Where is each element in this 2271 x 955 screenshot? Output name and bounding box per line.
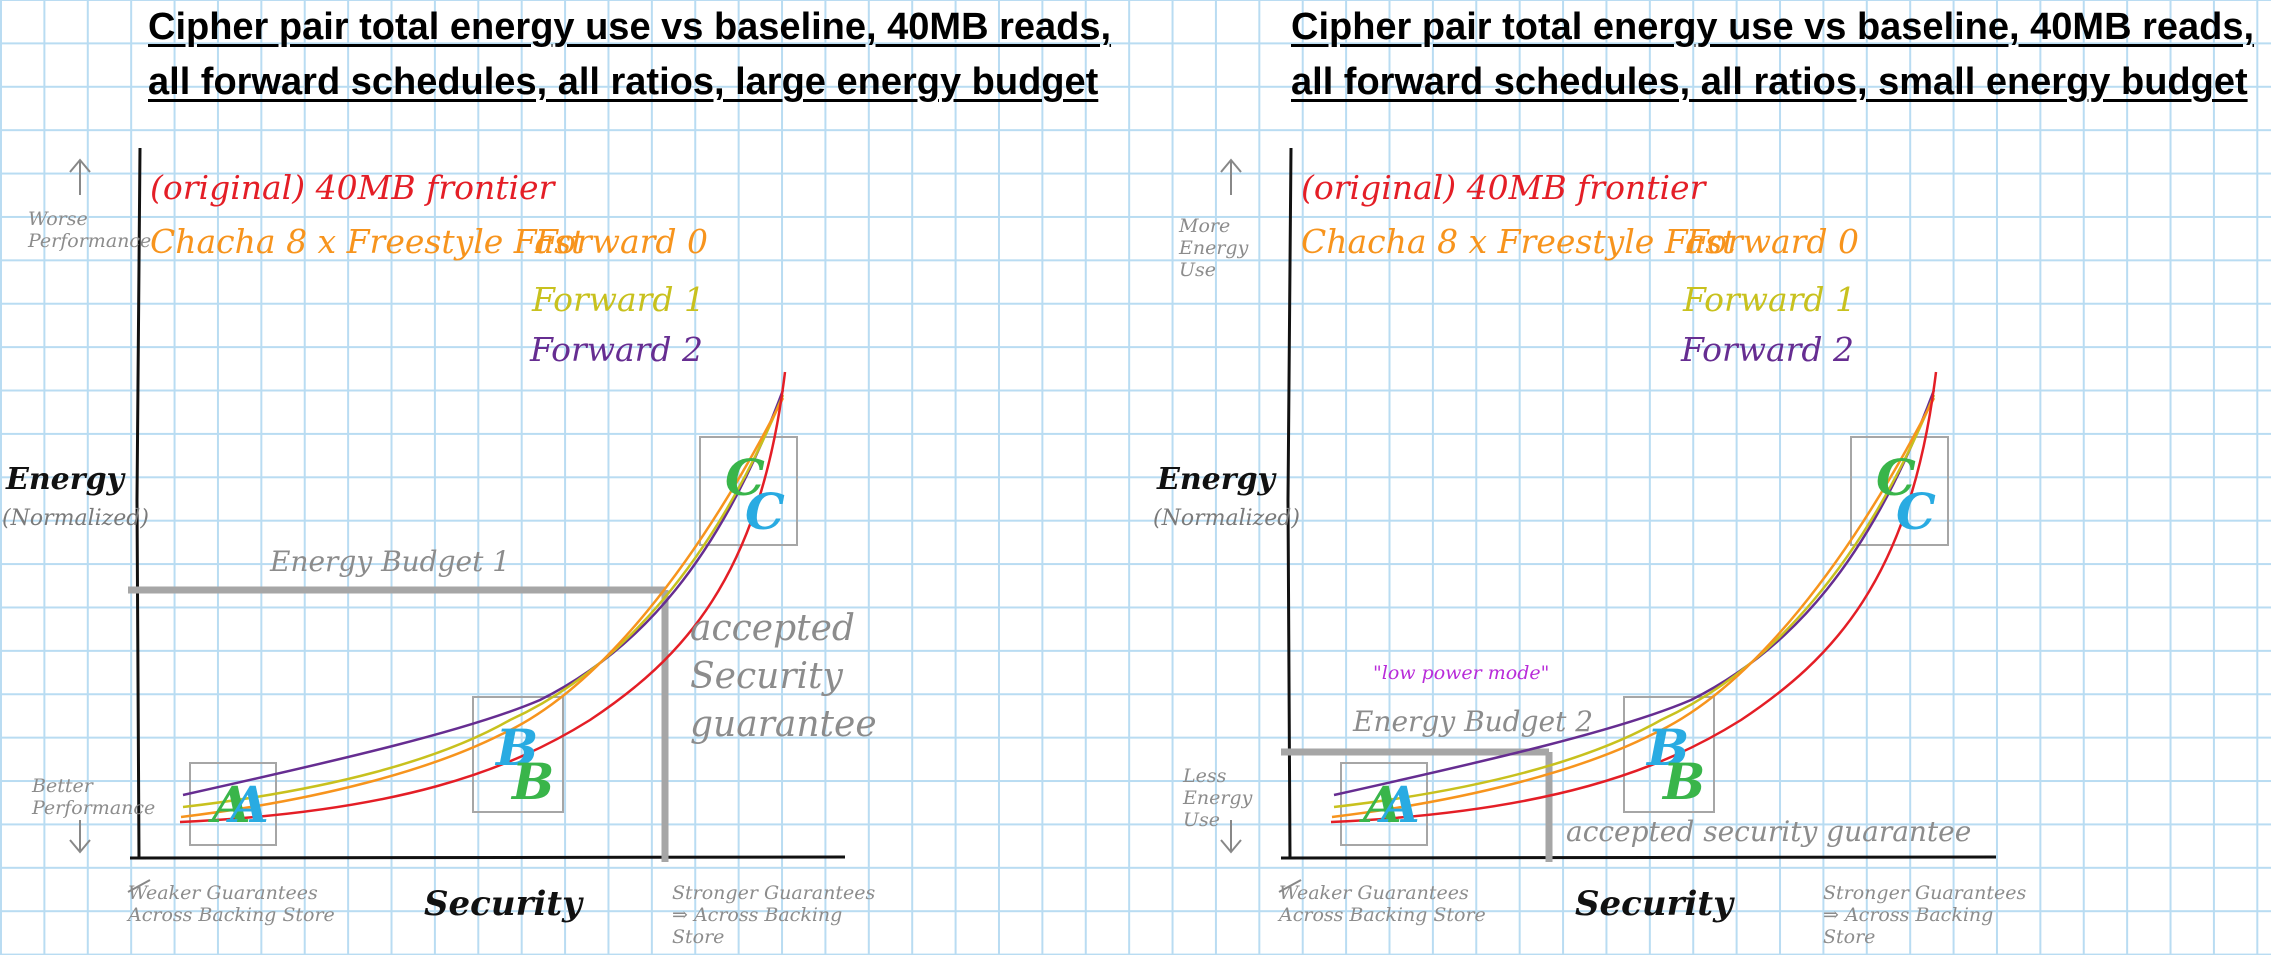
y-bottom-note: Better Performance (32, 775, 156, 819)
legend-chacha: Chacha 8 x Freestyle Fast (1301, 222, 1736, 261)
marker-c-blue: C (1896, 482, 1936, 541)
diagram-panel-right: Cipher pair total energy use vs baseline… (1151, 0, 2271, 955)
y-axis-line (1286, 147, 1293, 859)
legend-original: (original) 40MB frontier (1301, 168, 1706, 207)
y-axis-label: Energy (6, 462, 124, 497)
box-a (189, 762, 277, 846)
down-arrow-icon (69, 820, 91, 854)
legend-original: (original) 40MB frontier (150, 168, 555, 207)
x-left-note: Weaker Guarantees Across Backing Store (1279, 882, 1486, 926)
marker-b-blue: B (496, 718, 539, 777)
legend-forward-2: Forward 2 (1681, 330, 1855, 369)
marker-c-green: C (1876, 448, 1916, 507)
marker-b-green: B (512, 752, 555, 811)
marker-b-green: B (1663, 752, 1706, 811)
legend-chacha: Chacha 8 x Freestyle Fast (150, 222, 585, 261)
plot-canvas-right (1220, 147, 1997, 893)
accepted-security-label: accepted security guarantee (1566, 815, 1972, 848)
x-right-note: Stronger Guarantees ⇒ Across Backing Sto… (1823, 882, 2027, 948)
x-axis-line (129, 855, 846, 860)
curve-forward-1 (1333, 394, 1936, 809)
curve-forward-0 (1331, 397, 1936, 819)
y-top-note: Worse Performance (28, 208, 152, 252)
y-axis-label: Energy (1157, 462, 1275, 497)
marker-a-green: A (212, 775, 251, 834)
legend-forward-1: Forward 1 (1683, 280, 1857, 319)
box-c (1850, 436, 1949, 546)
marker-a-blue: A (230, 775, 269, 834)
y-axis-sub-label: (Normalized) (1153, 506, 1300, 531)
curve-original-frontier (179, 371, 787, 824)
chart-title: Cipher pair total energy use vs baseline… (148, 6, 1112, 103)
chart-title: Cipher pair total energy use vs baseline… (1291, 6, 2255, 103)
up-arrow-icon (69, 158, 91, 195)
y-axis-sub-label: (Normalized) (2, 506, 149, 531)
marker-a-blue: A (1381, 775, 1420, 834)
low-power-mode-label: "low power mode" (1373, 662, 1550, 684)
curve-forward-2 (182, 389, 785, 797)
down-arrow-icon (1220, 820, 1242, 854)
box-b (1623, 696, 1715, 813)
curve-forward-0 (180, 397, 785, 819)
legend-forward-1: Forward 1 (532, 280, 706, 319)
box-c (699, 436, 798, 546)
legend-forward-2: Forward 2 (530, 330, 704, 369)
energy-budget-label: Energy Budget 2 (1353, 705, 1594, 738)
y-top-note: More Energy Use (1179, 215, 1249, 281)
box-a (1340, 762, 1428, 846)
plot-canvas-left (69, 147, 846, 893)
x-axis-label: Security (424, 884, 582, 924)
x-axis-label: Security (1575, 884, 1733, 924)
box-b (472, 696, 564, 813)
curve-forward-2 (1333, 389, 1936, 797)
marker-c-blue: C (745, 482, 785, 541)
x-right-note: Stronger Guarantees ⇒ Across Backing Sto… (672, 882, 876, 948)
energy-budget-label: Energy Budget 1 (270, 545, 511, 578)
legend-forward-0: Forward 0 (1686, 222, 1860, 261)
left-arrow-icon (127, 879, 151, 893)
legend-forward-0: Forward 0 (535, 222, 709, 261)
diagram-panel-left: Cipher pair total energy use vs baseline… (2, 6, 1112, 948)
x-left-note: Weaker Guarantees Across Backing Store (128, 882, 335, 926)
up-arrow-icon (1220, 158, 1242, 195)
x-axis-line (1280, 855, 1997, 860)
y-bottom-note: Less Energy Use (1183, 765, 1253, 831)
curve-original-frontier (1330, 371, 1938, 824)
left-arrow-icon (1278, 879, 1302, 893)
curve-forward-1 (182, 394, 785, 809)
marker-c-green: C (725, 448, 765, 507)
marker-a-green: A (1363, 775, 1402, 834)
marker-b-blue: B (1647, 718, 1690, 777)
accepted-security-label: accepted Security guarantee (690, 608, 877, 745)
y-axis-line (135, 147, 142, 859)
